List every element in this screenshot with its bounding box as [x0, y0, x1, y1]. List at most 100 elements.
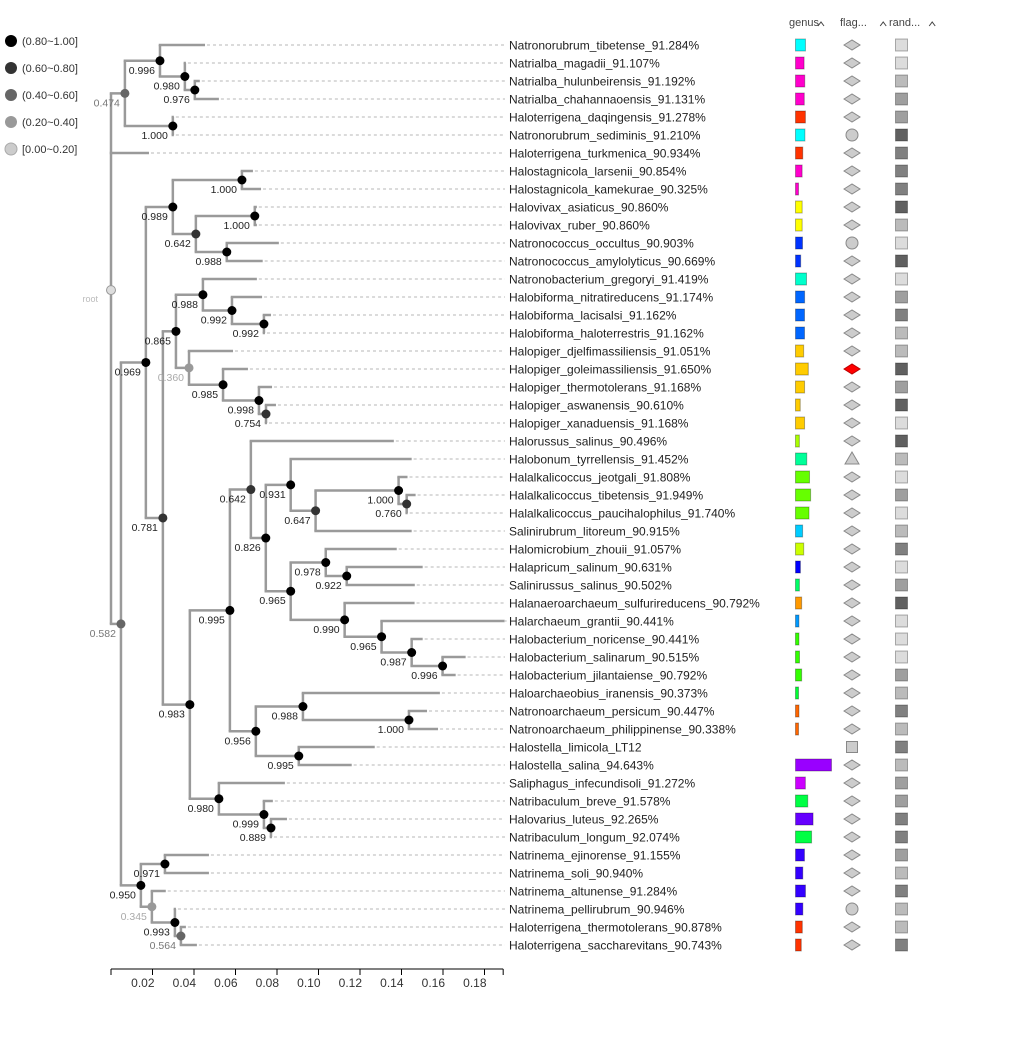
support-node[interactable]: [158, 513, 168, 523]
root-node[interactable]: [106, 285, 116, 296]
leaf-label[interactable]: Halostagnicola_kamekurae_90.325%: [509, 183, 708, 197]
support-node[interactable]: [168, 121, 178, 131]
support-node[interactable]: [198, 290, 208, 300]
leaf-label[interactable]: Natronococcus_amylolyticus_90.669%: [509, 255, 715, 269]
leaf-label[interactable]: Halopiger_goleimassiliensis_91.650%: [509, 363, 711, 377]
support-node[interactable]: [286, 480, 296, 490]
support-node[interactable]: [250, 211, 260, 221]
leaf-label[interactable]: Halanaeroarchaeum_sulfurireducens_90.792…: [509, 597, 760, 611]
leaf-label[interactable]: Natronoarchaeum_philippinense_90.338%: [509, 723, 736, 737]
leaf-label[interactable]: Halostella_salina_94.643%: [509, 759, 654, 773]
leaf-label[interactable]: Halalkalicoccus_jeotgali_91.808%: [509, 471, 691, 485]
support-node[interactable]: [218, 380, 228, 390]
leaf-label[interactable]: Halapricum_salinum_90.631%: [509, 561, 672, 575]
leaf-label[interactable]: Natrinema_soli_90.940%: [509, 867, 643, 881]
leaf-label[interactable]: Natrinema_altunense_91.284%: [509, 885, 677, 899]
leaf-label[interactable]: Halalkalicoccus_paucihalophilus_91.740%: [509, 507, 735, 521]
support-node[interactable]: [402, 499, 412, 509]
leaf-label[interactable]: Natribaculum_breve_91.578%: [509, 795, 671, 809]
support-node[interactable]: [266, 823, 276, 833]
support-node[interactable]: [227, 306, 237, 315]
leaf-label[interactable]: Halovivax_asiaticus_90.860%: [509, 201, 669, 215]
support-node[interactable]: [237, 175, 247, 185]
leaf-label[interactable]: Haloterrigena_turkmenica_90.934%: [509, 147, 701, 161]
leaf-label[interactable]: Halobiforma_nitratireducens_91.174%: [509, 291, 713, 305]
leaf-label[interactable]: Natrialba_chahannaoensis_91.131%: [509, 93, 705, 107]
support-node[interactable]: [222, 247, 232, 257]
column-header-flag[interactable]: flag...: [840, 17, 887, 29]
leaf-label[interactable]: Natronorubrum_sediminis_91.210%: [509, 129, 701, 143]
leaf-label[interactable]: Natrinema_pellirubrum_90.946%: [509, 903, 685, 917]
support-node[interactable]: [160, 859, 170, 869]
support-node[interactable]: [259, 319, 269, 329]
leaf-label[interactable]: Halobiforma_lacisalsi_91.162%: [509, 309, 677, 323]
support-node[interactable]: [225, 605, 235, 615]
support-node[interactable]: [214, 794, 224, 804]
leaf-label[interactable]: Halopiger_djelfimassiliensis_91.051%: [509, 345, 711, 359]
support-node[interactable]: [342, 571, 352, 581]
support-node[interactable]: [294, 751, 304, 761]
support-node[interactable]: [246, 485, 256, 495]
support-node[interactable]: [377, 632, 387, 642]
leaf-label[interactable]: Haloterrigena_saccharevitans_90.743%: [509, 939, 722, 953]
leaf-label[interactable]: Salinirubrum_litoreum_90.915%: [509, 525, 680, 539]
leaf-label[interactable]: Natronorubrum_tibetense_91.284%: [509, 39, 699, 53]
leaf-label[interactable]: Halovarius_luteus_92.265%: [509, 813, 659, 827]
leaf-label[interactable]: Halarchaeum_grantii_90.441%: [509, 615, 674, 629]
leaf-label[interactable]: Halobacterium_noricense_90.441%: [509, 633, 699, 647]
support-node[interactable]: [180, 72, 190, 81]
leaf-label[interactable]: Natronoarchaeum_persicum_90.447%: [509, 705, 715, 719]
support-node[interactable]: [116, 619, 126, 629]
leaf-label[interactable]: Haloterrigena_thermotolerans_90.878%: [509, 921, 722, 935]
support-node[interactable]: [438, 661, 448, 671]
support-node[interactable]: [185, 700, 195, 710]
leaf-label[interactable]: Halostella_limicola_LT12: [509, 741, 642, 755]
support-node[interactable]: [259, 810, 269, 819]
leaf-label[interactable]: Haloterrigena_daqingensis_91.278%: [509, 111, 706, 125]
leaf-label[interactable]: Halobacterium_salinarum_90.515%: [509, 651, 699, 665]
leaf-label[interactable]: Salinirussus_salinus_90.502%: [509, 579, 672, 593]
support-node[interactable]: [155, 56, 165, 66]
support-node[interactable]: [311, 506, 321, 516]
caret-up-icon[interactable]: [817, 21, 825, 27]
leaf-label[interactable]: Halopiger_aswanensis_90.610%: [509, 399, 684, 413]
caret-up-icon[interactable]: [879, 21, 887, 27]
leaf-label[interactable]: Halopiger_xanaduensis_91.168%: [509, 417, 689, 431]
column-header-genus[interactable]: genus: [789, 17, 825, 29]
support-node[interactable]: [190, 85, 200, 95]
support-node[interactable]: [184, 363, 194, 373]
support-node[interactable]: [147, 902, 157, 912]
support-node[interactable]: [261, 409, 271, 419]
leaf-label[interactable]: Halalkalicoccus_tibetensis_91.949%: [509, 489, 703, 503]
support-node[interactable]: [404, 715, 414, 725]
column-header-rand[interactable]: rand...: [889, 17, 936, 29]
support-node[interactable]: [286, 586, 296, 596]
support-node[interactable]: [394, 486, 404, 495]
leaf-label[interactable]: Halobacterium_jilantaiense_90.792%: [509, 669, 707, 683]
support-node[interactable]: [321, 558, 331, 567]
support-node[interactable]: [141, 357, 151, 367]
support-node[interactable]: [407, 648, 417, 657]
support-node[interactable]: [176, 931, 186, 941]
support-node[interactable]: [120, 88, 130, 98]
leaf-label[interactable]: Natribaculum_longum_92.074%: [509, 831, 680, 845]
leaf-label[interactable]: Halostagnicola_larsenii_90.854%: [509, 165, 687, 179]
leaf-label[interactable]: Halomicrobium_zhouii_91.057%: [509, 543, 681, 557]
support-node[interactable]: [298, 702, 308, 711]
leaf-label[interactable]: Natrialba_magadii_91.107%: [509, 57, 660, 71]
leaf-label[interactable]: Natrialba_hulunbeirensis_91.192%: [509, 75, 695, 89]
support-node[interactable]: [191, 229, 201, 239]
leaf-label[interactable]: Natronococcus_occultus_90.903%: [509, 237, 694, 251]
leaf-label[interactable]: Saliphagus_infecundisoli_91.272%: [509, 777, 695, 791]
support-node[interactable]: [340, 615, 350, 625]
leaf-label[interactable]: Halovivax_ruber_90.860%: [509, 219, 650, 233]
leaf-label[interactable]: Natrinema_ejinorense_91.155%: [509, 849, 681, 863]
support-node[interactable]: [170, 918, 180, 927]
support-node[interactable]: [171, 326, 181, 336]
caret-up-icon[interactable]: [928, 21, 936, 27]
leaf-label[interactable]: Halopiger_thermotolerans_91.168%: [509, 381, 701, 395]
leaf-label[interactable]: Natronobacterium_gregoryi_91.419%: [509, 273, 709, 287]
leaf-label[interactable]: Haloarchaeobius_iranensis_90.373%: [509, 687, 708, 701]
leaf-label[interactable]: Halorussus_salinus_90.496%: [509, 435, 667, 449]
support-node[interactable]: [168, 202, 178, 212]
